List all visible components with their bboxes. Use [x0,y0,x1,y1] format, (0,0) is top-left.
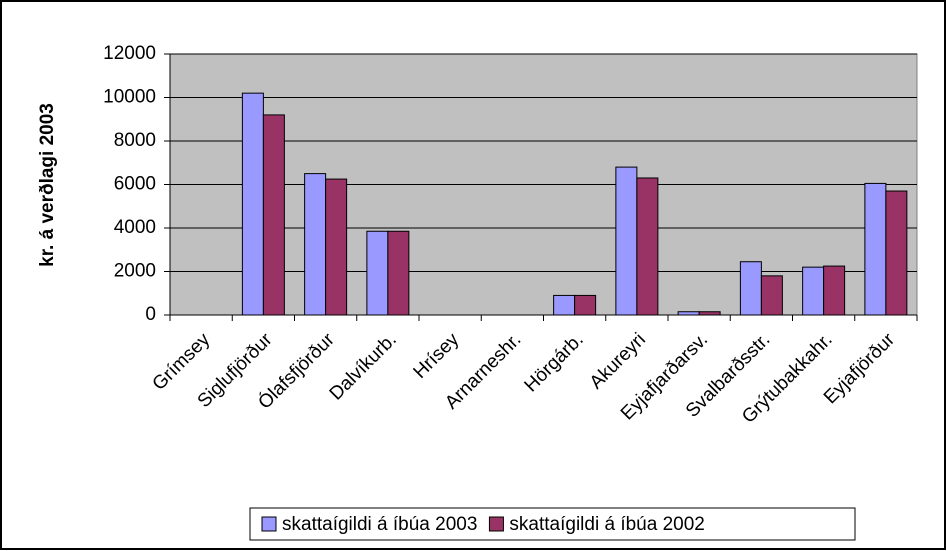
bar [325,178,348,316]
bar [387,230,410,316]
y-tick-label: 2000 [114,261,156,282]
bar [739,261,762,316]
legend-swatch [261,516,277,532]
bar [615,166,638,316]
bar [802,266,825,316]
legend-label: skattaígildi á íbúa 2003 [282,514,477,535]
bar [241,92,264,316]
y-axis-label: kr. á verðlagi 2003 [37,103,58,267]
bar [574,294,597,316]
y-tick-label: 12000 [103,43,156,64]
y-tick-label: 4000 [114,217,156,238]
y-tick-label: 10000 [103,87,156,108]
bar [760,275,783,316]
bar [553,294,576,316]
bar [366,230,389,316]
bar [262,114,285,316]
bar [823,265,846,316]
legend [249,507,856,541]
bar [636,177,659,316]
y-tick-label: 8000 [114,130,156,151]
legend-swatch [488,516,504,532]
legend-label: skattaígildi á íbúa 2002 [509,514,704,535]
bar [304,173,327,316]
bar [864,182,887,316]
y-tick-label: 0 [145,304,156,325]
bar [885,190,908,316]
y-tick-label: 6000 [114,174,156,195]
